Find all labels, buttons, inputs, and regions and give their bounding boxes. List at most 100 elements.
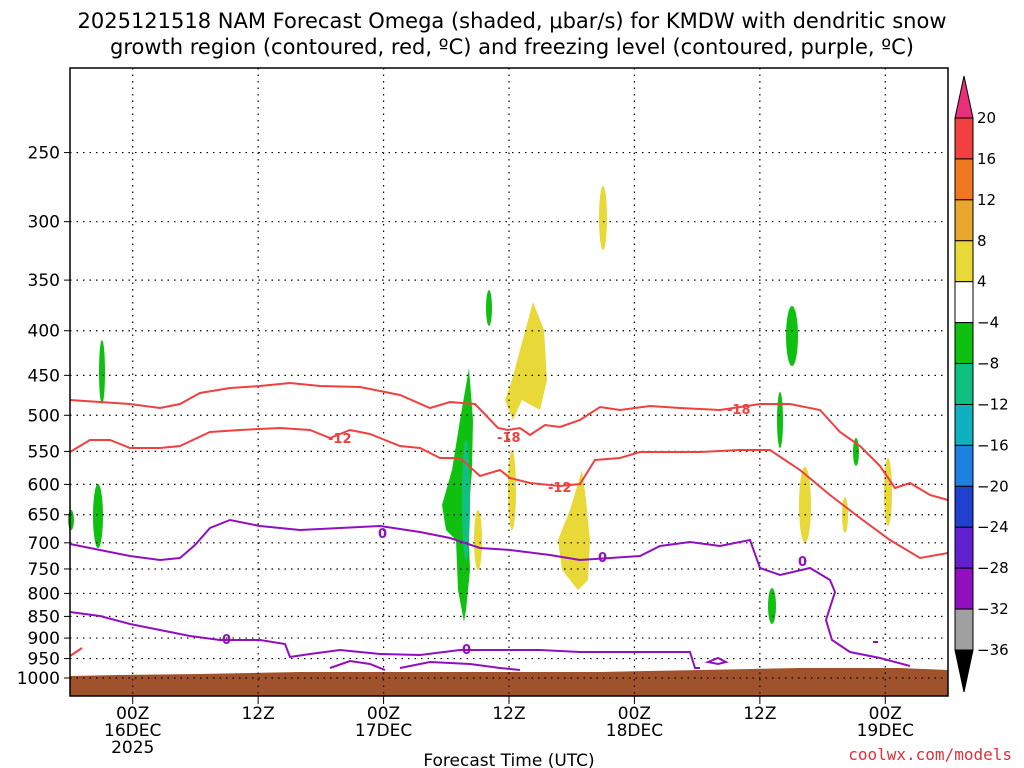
x-axis-label: Forecast Time (UTC) (423, 751, 594, 768)
freezing-contour-fragment (704, 656, 729, 666)
colorbar-top-arrow (954, 75, 974, 119)
y-tick-label: 800 (28, 584, 60, 604)
omega-blob (474, 510, 482, 570)
dgz-contour-lower (69, 426, 949, 560)
x-tick-label: 12Z (743, 704, 776, 724)
chart-title-line2: growth region (contoured, red, ºC) and f… (110, 35, 914, 59)
chart-title-line1: 2025121518 NAM Forecast Omega (shaded, μ… (77, 9, 947, 33)
colorbar-bottom-arrow (954, 649, 974, 693)
colorbar-swatch (954, 363, 974, 405)
colorbar-label: −16 (977, 436, 1009, 454)
dgz-contours (69, 381, 949, 560)
y-axis-ticks: 2503003504004505005506006507007508008509… (17, 144, 70, 689)
y-tick-label: 600 (28, 475, 60, 495)
colorbar-label: −20 (977, 477, 1009, 495)
colorbar-label: 16 (977, 150, 996, 168)
omega-blob (486, 290, 492, 326)
omega-blob (599, 186, 607, 250)
dgz-contour-labels: -12 -18 -12 -18 (328, 403, 751, 496)
y-tick-label: 750 (28, 560, 60, 580)
colorbar-swatch (954, 526, 974, 569)
freezing-label: 0 (222, 633, 231, 648)
omega-blob (777, 392, 783, 448)
y-tick-label: 500 (28, 406, 60, 426)
colorbar-label: −8 (977, 355, 999, 373)
freezing-label: 0 (462, 643, 471, 658)
colorbar-label: −4 (977, 314, 999, 332)
y-tick-label: 650 (28, 506, 60, 526)
colorbar-swatch (954, 117, 974, 160)
freezing-contour-lower (69, 611, 700, 669)
colorbar-label: −36 (977, 641, 1009, 659)
x-tick-label: 17DEC (355, 721, 412, 741)
freezing-contour-fragment (69, 647, 83, 657)
colorbar-label: −32 (977, 600, 1009, 618)
colorbar-swatch (954, 240, 974, 283)
dgz-label: -18 (727, 403, 751, 418)
colorbar-swatch (954, 322, 974, 365)
y-tick-label: 450 (28, 366, 60, 386)
colorbar-label: 8 (977, 232, 987, 250)
x-tick-label: 12Z (242, 704, 275, 724)
omega-blob (799, 467, 811, 543)
colorbar-label: −12 (977, 395, 1009, 413)
omega-blob (505, 302, 547, 420)
freezing-contours (69, 518, 911, 671)
dgz-label: -12 (548, 481, 572, 496)
freezing-contour-upper (69, 518, 911, 667)
freezing-label: 0 (378, 527, 387, 542)
omega-blob (93, 484, 103, 548)
x-tick-label: 12Z (492, 704, 525, 724)
y-tick-label: 300 (28, 213, 60, 233)
omega-blob (786, 306, 798, 366)
dgz-label: -18 (497, 431, 521, 446)
dgz-label: -12 (328, 432, 352, 447)
x-tick-label: 00Z (116, 704, 149, 724)
dgz-contour-upper (69, 381, 949, 501)
freezing-contour-labels: 0 0 0 0 0 (222, 527, 807, 658)
x-tick-label: 2025 (111, 738, 154, 758)
x-tick-label: 00Z (367, 704, 400, 724)
y-tick-label: 1000 (17, 669, 60, 689)
colorbar-swatch (954, 199, 974, 242)
terrain-fill (70, 668, 948, 696)
colorbar-swatch (954, 567, 974, 610)
colorbar: 20 16 12 8 4 −4 −8 −12 −16 −20 −24 −28 −32 −36 (954, 75, 1009, 693)
y-tick-label: 550 (28, 442, 60, 462)
x-tick-label: 18DEC (606, 721, 663, 741)
colorbar-swatch (954, 158, 974, 201)
y-tick-label: 700 (28, 534, 60, 554)
y-tick-label: 400 (28, 322, 60, 342)
omega-blob (768, 588, 776, 624)
grid-lines (70, 68, 948, 696)
credit-text: coolwx.com/models (848, 745, 1012, 764)
x-tick-label: 16DEC (104, 721, 161, 741)
y-tick-label: 350 (28, 271, 60, 291)
colorbar-swatch (954, 485, 974, 528)
colorbar-label: −24 (977, 518, 1009, 536)
omega-blob (462, 440, 470, 560)
y-tick-label: 850 (28, 607, 60, 627)
y-tick-label: 950 (28, 650, 60, 670)
x-tick-label: 19DEC (857, 721, 914, 741)
x-tick-label: 00Z (618, 704, 651, 724)
colorbar-label: 4 (977, 273, 987, 291)
colorbar-swatch (954, 281, 974, 324)
omega-blob (68, 510, 74, 530)
y-tick-label: 250 (28, 144, 60, 164)
freezing-label: 0 (798, 555, 807, 570)
x-tick-label: 00Z (869, 704, 902, 724)
y-tick-label: 900 (28, 629, 60, 649)
colorbar-swatch (954, 444, 974, 487)
colorbar-label: 20 (977, 109, 996, 127)
colorbar-swatch (954, 403, 974, 446)
freezing-contour-fragment (329, 659, 521, 671)
colorbar-label: 12 (977, 191, 996, 209)
freezing-label: 0 (598, 551, 607, 566)
colorbar-swatch (954, 608, 974, 651)
colorbar-label: −28 (977, 559, 1009, 577)
omega-blob (99, 340, 105, 404)
omega-blob (508, 450, 516, 530)
